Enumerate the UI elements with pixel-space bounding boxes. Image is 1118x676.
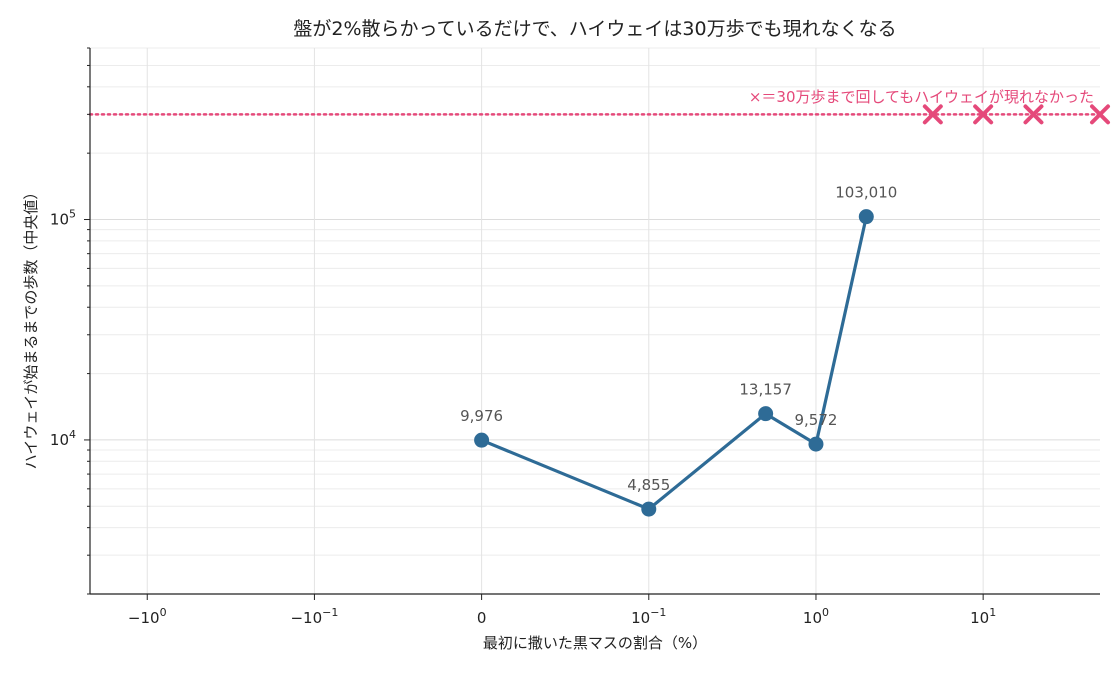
x-tick-label: −10−1	[290, 606, 338, 627]
series-group	[474, 104, 1110, 517]
reference-line-label: ×＝30万歩まで回してもハイウェイが現れなかった	[749, 88, 1094, 106]
x-tick-label: 100	[803, 606, 829, 627]
failed-marker	[973, 104, 994, 125]
data-label: 103,010	[835, 184, 897, 202]
failed-marker	[1023, 104, 1044, 125]
series-line	[480, 216, 868, 511]
data-point	[758, 406, 774, 422]
x-tick-label: 0	[477, 609, 487, 627]
data-label: 13,157	[739, 381, 792, 399]
data-point	[641, 501, 657, 517]
failed-marker-stroke	[922, 104, 943, 125]
failed-marker-stroke	[1090, 104, 1110, 125]
data-point	[858, 209, 874, 225]
grid	[90, 47, 1100, 595]
data-point	[474, 432, 490, 448]
x-tick-label: 101	[970, 606, 996, 627]
chart-title: 盤が2%散らかっているだけで、ハイウェイは30万歩でも現れなくなる	[293, 18, 896, 40]
failed-marker	[922, 104, 943, 125]
failed-marker	[1090, 104, 1110, 125]
data-label: 9,572	[794, 411, 837, 429]
x-tick-label: −100	[128, 606, 167, 627]
y-axis-label: ハイウェイが始まるまでの歩数（中央値）	[22, 185, 40, 470]
x-tick-label: 10−1	[631, 606, 666, 627]
y-tick-label: 104	[50, 428, 76, 449]
axes: −100 −10−1 0 10−1 100 101 104 105	[50, 47, 1100, 627]
data-point	[808, 436, 824, 452]
data-label: 4,855	[627, 476, 670, 494]
data-label: 9,976	[460, 407, 503, 425]
y-tick-label: 105	[50, 208, 76, 229]
x-axis-label: 最初に撒いた黒マスの割合（%）	[483, 634, 707, 652]
failed-marker-stroke	[1023, 104, 1044, 125]
failed-marker-stroke	[973, 104, 994, 125]
